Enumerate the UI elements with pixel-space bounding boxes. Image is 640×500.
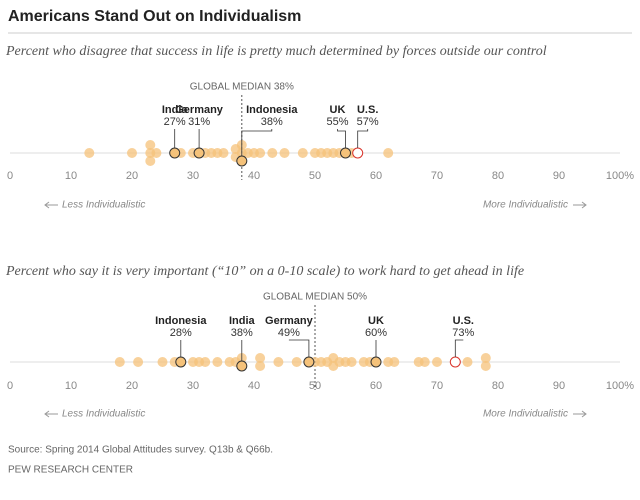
x-tick-label: 50 <box>309 170 321 182</box>
dot <box>255 148 266 158</box>
leader-line <box>454 339 464 357</box>
x-tick-label: 70 <box>431 170 443 182</box>
dot <box>200 357 211 367</box>
left-note: Less Individualistic <box>62 200 145 211</box>
dot <box>432 357 442 367</box>
x-tick-label: 100% <box>606 380 634 392</box>
dot <box>255 361 266 371</box>
x-tick-label: 0 <box>7 380 13 392</box>
x-tick-label: 30 <box>187 380 199 392</box>
leader-line <box>288 339 310 357</box>
x-tick-label: 100% <box>606 170 634 182</box>
highlight-dot <box>236 155 248 167</box>
median-label: GLOBAL MEDIAN 38% <box>190 82 294 93</box>
right-note: More Individualistic <box>483 200 568 211</box>
dot <box>212 357 223 367</box>
x-tick-label: 80 <box>492 380 504 392</box>
dot <box>273 357 284 367</box>
highlight-name: UK <box>330 104 346 116</box>
highlight-value: 38% <box>261 116 283 128</box>
left-note: Less Individualistic <box>62 409 145 420</box>
right-note: More Individualistic <box>483 409 568 420</box>
leader-line <box>241 129 273 156</box>
highlight-value: 27% <box>164 116 186 128</box>
x-tick-label: 60 <box>370 380 382 392</box>
highlight-value: 49% <box>278 327 300 339</box>
arrow-head <box>44 410 50 418</box>
highlight-name: Indonesia <box>155 315 207 327</box>
highlight-dot <box>352 147 364 159</box>
highlight-name: India <box>162 104 189 116</box>
leader-line <box>357 129 369 148</box>
highlight-name: Germany <box>265 315 314 327</box>
subtitle: Percent who disagree that success in lif… <box>5 44 547 59</box>
dot <box>291 357 302 367</box>
highlight-dot <box>303 356 315 368</box>
dot <box>279 148 290 158</box>
dot <box>389 357 400 367</box>
highlight-name: U.S. <box>357 104 378 116</box>
x-tick-label: 30 <box>187 170 199 182</box>
x-tick-label: 90 <box>553 380 565 392</box>
highlight-value: 57% <box>357 116 379 128</box>
highlight-dot <box>193 147 205 159</box>
x-tick-label: 10 <box>65 170 77 182</box>
highlight-value: 28% <box>170 327 192 339</box>
x-tick-label: 40 <box>248 170 260 182</box>
highlight-value: 73% <box>452 327 474 339</box>
dot <box>84 148 95 158</box>
dot <box>462 357 473 367</box>
highlight-name: U.S. <box>453 315 474 327</box>
x-tick-label: 10 <box>65 380 77 392</box>
dot <box>297 148 308 158</box>
highlight-value: 60% <box>365 327 387 339</box>
dot <box>133 357 144 367</box>
highlight-dot <box>169 147 181 159</box>
highlight-dot <box>236 360 248 372</box>
x-tick-label: 20 <box>126 170 138 182</box>
x-tick-label: 70 <box>431 380 443 392</box>
x-tick-label: 20 <box>126 380 138 392</box>
dot <box>383 148 394 158</box>
dot <box>480 353 491 363</box>
x-tick-label: 0 <box>7 170 13 182</box>
dot <box>480 361 491 371</box>
highlight-dot <box>340 147 351 159</box>
dot <box>145 156 156 166</box>
dot <box>151 148 162 158</box>
dot <box>419 357 430 367</box>
arrow-head <box>581 201 587 209</box>
highlight-value: 38% <box>231 327 253 339</box>
dot <box>267 148 278 158</box>
x-tick-label: 40 <box>248 380 260 392</box>
highlight-name: Indonesia <box>246 104 298 116</box>
dot <box>145 140 156 150</box>
highlight-dot <box>370 356 382 368</box>
x-tick-label: 80 <box>492 170 504 182</box>
chart-title: Americans Stand Out on Individualism <box>8 8 301 25</box>
dot <box>127 148 137 158</box>
source: Source: Spring 2014 Global Attitudes sur… <box>8 445 273 456</box>
dot <box>218 148 229 158</box>
leader-line <box>337 129 346 148</box>
highlight-dot <box>175 356 187 368</box>
dot <box>255 353 266 363</box>
subtitle: Percent who say it is very important (“1… <box>5 264 524 279</box>
highlight-value: 31% <box>188 116 210 128</box>
dot <box>157 357 168 367</box>
highlight-name: UK <box>368 315 384 327</box>
highlight-dot <box>449 356 461 368</box>
highlight-name: India <box>229 315 256 327</box>
dot <box>346 357 357 367</box>
footer: PEW RESEARCH CENTER <box>8 465 133 476</box>
dot <box>114 357 125 367</box>
arrow-head <box>581 410 587 418</box>
highlight-name: Germany <box>175 104 224 116</box>
arrow-head <box>44 201 50 209</box>
x-tick-label: 60 <box>370 170 382 182</box>
highlight-value: 55% <box>326 116 348 128</box>
x-tick-label: 90 <box>553 170 565 182</box>
median-label: GLOBAL MEDIAN 50% <box>263 292 367 303</box>
